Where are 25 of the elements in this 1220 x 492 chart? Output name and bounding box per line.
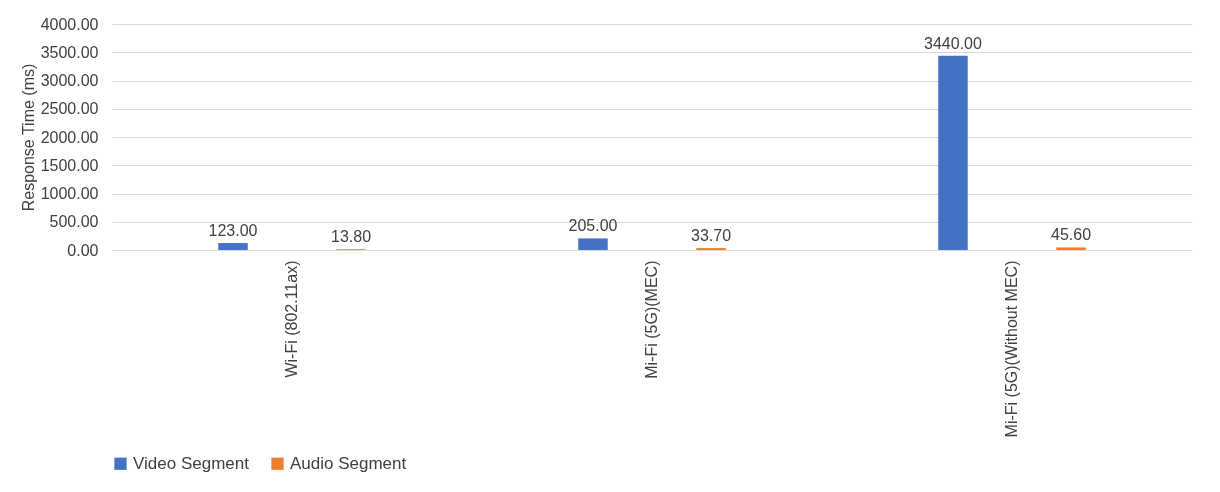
data-label: 205.00 xyxy=(568,217,618,235)
y-tick-label: 500.00 xyxy=(49,213,99,231)
data-label: 45.60 xyxy=(1050,226,1092,244)
data-label: 123.00 xyxy=(208,222,258,240)
bar xyxy=(938,55,968,250)
legend-label: Video Segment xyxy=(133,453,250,473)
y-tick-label: 0.00 xyxy=(67,241,99,259)
bar xyxy=(218,243,248,250)
x-tick-label: Mi-Fi (5G)(Without MEC) xyxy=(1003,260,1020,438)
y-tick-label: 4000.00 xyxy=(40,15,99,33)
y-tick-label: 1500.00 xyxy=(40,156,99,174)
x-tick-label: Wi-Fi (802.11ax) xyxy=(283,260,300,378)
legend-label: Audio Segment xyxy=(290,453,407,473)
y-tick-label: 2500.00 xyxy=(40,100,99,118)
data-label: 3440.00 xyxy=(924,34,982,52)
y-tick-label: 1000.00 xyxy=(40,185,99,202)
x-tick-label: Mi-Fi (5G)(MEC) xyxy=(643,260,660,379)
data-label: 33.70 xyxy=(690,227,732,245)
bar xyxy=(578,238,608,250)
y-tick-label: 2000.00 xyxy=(40,128,99,146)
y-tick-label: 3500.00 xyxy=(40,43,99,61)
y-tick-label: 3000.00 xyxy=(40,72,99,89)
y-axis-title: Response Time (ms) xyxy=(19,63,37,212)
data-label: 13.80 xyxy=(330,228,372,246)
bar xyxy=(1056,247,1086,250)
